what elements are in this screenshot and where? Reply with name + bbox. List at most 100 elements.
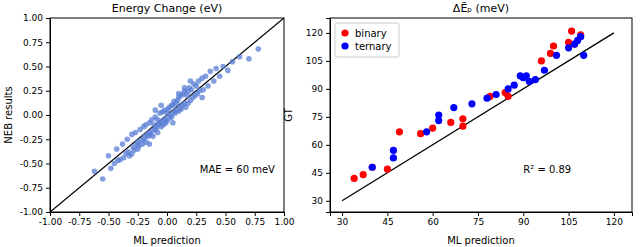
- x-axis-title: ML prediction: [133, 235, 201, 246]
- tick-label: 0.75: [245, 217, 265, 227]
- point: [92, 168, 98, 174]
- point: [511, 82, 518, 89]
- tick-mark: [284, 212, 285, 216]
- tick-mark: [326, 89, 330, 90]
- x-axis-title: ML prediction: [447, 235, 515, 246]
- tick-label: 0.75: [23, 38, 43, 48]
- tick-label: 1.00: [274, 217, 294, 227]
- point: [153, 107, 159, 113]
- point: [396, 128, 403, 135]
- tick-mark: [46, 91, 50, 92]
- tick: -0.25: [127, 212, 150, 227]
- point: [550, 42, 557, 49]
- tick-mark: [79, 212, 80, 216]
- tick-mark: [46, 164, 50, 165]
- tick-label: 0.25: [23, 86, 43, 96]
- tick-label: 60: [312, 140, 324, 150]
- tick: 30: [312, 196, 330, 206]
- tick-mark: [326, 145, 330, 146]
- point: [459, 115, 466, 122]
- tick-label: 45: [312, 168, 323, 178]
- tick: 75: [473, 212, 484, 227]
- tick-mark: [46, 139, 50, 140]
- tick-mark: [326, 61, 330, 62]
- point: [108, 166, 114, 172]
- tick: 1.00: [23, 13, 50, 23]
- point: [124, 136, 130, 142]
- tick: 75: [312, 112, 330, 122]
- tick: 0.50: [216, 212, 236, 227]
- chart-title: ΔĒₚ (meV): [453, 2, 509, 15]
- point: [213, 66, 219, 72]
- point: [459, 123, 466, 130]
- point: [390, 154, 397, 161]
- point: [255, 46, 261, 52]
- tick-label: 0.00: [157, 217, 177, 227]
- tick-label: 60: [427, 217, 439, 227]
- point: [182, 85, 188, 91]
- point: [532, 76, 539, 83]
- tick-mark: [46, 212, 50, 213]
- reference-line: [342, 33, 614, 201]
- tick-label: -1.00: [20, 207, 44, 217]
- tick-label: 0.00: [23, 110, 43, 120]
- tick: 105: [560, 212, 577, 227]
- chart-panel: 30456075901051203045607590105120ΔĒₚ (meV…: [283, 2, 633, 246]
- tick: 90: [518, 212, 530, 227]
- tick-label: -0.25: [20, 135, 43, 145]
- point: [580, 52, 587, 59]
- tick-label: 120: [606, 217, 623, 227]
- point: [505, 93, 512, 100]
- tick-mark: [255, 212, 256, 216]
- point: [176, 91, 182, 97]
- tick: 120: [606, 212, 623, 227]
- legend-box: [335, 23, 399, 57]
- tick-label: 1.00: [23, 13, 43, 23]
- point: [211, 78, 217, 84]
- point: [133, 130, 139, 136]
- tick: 60: [312, 140, 330, 150]
- point: [135, 146, 141, 152]
- axis-line: [326, 19, 331, 213]
- tick: 0.75: [23, 38, 50, 48]
- point: [565, 44, 572, 51]
- tick: 45: [382, 212, 393, 227]
- tick-mark: [326, 173, 330, 174]
- point: [577, 33, 584, 40]
- tick: 120: [306, 28, 330, 38]
- point: [360, 171, 367, 178]
- point: [483, 95, 490, 102]
- tick-label: 75: [312, 112, 323, 122]
- tick-mark: [46, 115, 50, 116]
- tick-label: 45: [382, 217, 393, 227]
- point: [225, 68, 231, 74]
- point: [384, 165, 391, 172]
- annotation: MAE = 60 meV: [200, 164, 275, 175]
- tick: 105: [306, 56, 330, 66]
- tick-mark: [109, 212, 110, 216]
- tick-mark: [138, 212, 139, 216]
- tick-mark: [614, 212, 615, 216]
- point: [220, 64, 226, 70]
- point: [207, 69, 213, 75]
- point: [538, 57, 545, 64]
- point: [369, 164, 376, 171]
- x-axis: 3045607590105120: [331, 212, 633, 227]
- point: [129, 151, 135, 157]
- chart-panel: -1.00-0.75-0.50-0.250.000.250.500.751.00…: [3, 2, 295, 246]
- point: [447, 119, 454, 126]
- axis-line: [51, 213, 285, 217]
- legend-label: ternary: [355, 41, 392, 52]
- annotation: R² = 0.89: [523, 164, 571, 175]
- tick-label: 75: [473, 217, 484, 227]
- tick-mark: [387, 212, 388, 216]
- y-axis: -1.00-0.75-0.50-0.250.000.250.500.751.00: [20, 13, 51, 217]
- point: [217, 73, 223, 79]
- point: [429, 124, 436, 131]
- point: [205, 83, 211, 89]
- tick-label: 0.25: [187, 217, 207, 227]
- y-axis: 3045607590105120: [306, 19, 331, 213]
- tick-mark: [46, 18, 50, 19]
- point: [553, 52, 560, 59]
- axis-line: [331, 213, 633, 217]
